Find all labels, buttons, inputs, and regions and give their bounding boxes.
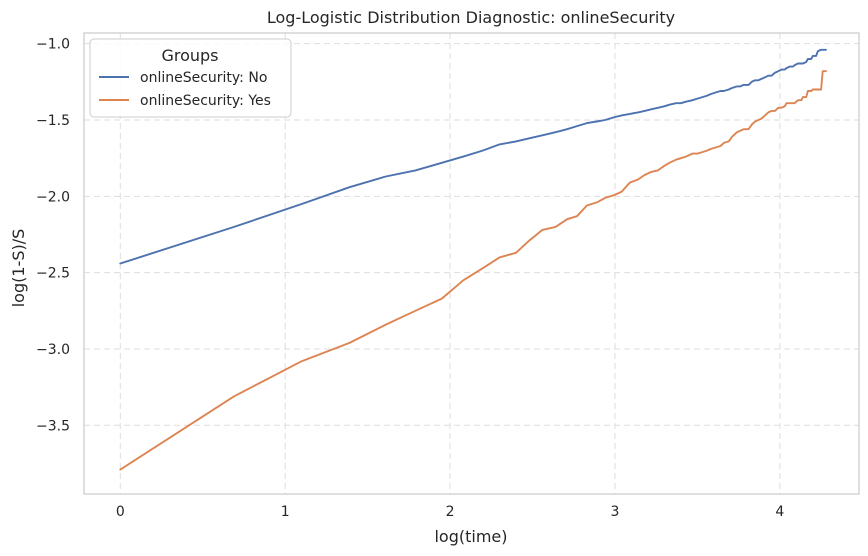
- x-axis-ticks: 0 1 2 3 4: [116, 504, 785, 520]
- y-tick-label: −2.0: [36, 189, 70, 205]
- y-tick-label: −3.5: [36, 418, 70, 434]
- x-tick-label: 3: [610, 504, 619, 520]
- x-tick-label: 1: [281, 504, 290, 520]
- legend-label-yes: onlineSecurity: Yes: [140, 93, 271, 109]
- y-axis-ticks: −3.5 −3.0 −2.5 −2.0 −1.5 −1.0: [36, 37, 70, 435]
- legend-box: [89, 38, 292, 118]
- x-axis-title: log(time): [434, 527, 507, 546]
- legend: Groups onlineSecurity: No onlineSecurity:…: [89, 38, 292, 118]
- y-tick-label: −1.5: [36, 113, 70, 129]
- chart-title: Log-Logistic Distribution Diagnostic: on…: [267, 8, 675, 27]
- x-tick-label: 0: [116, 504, 125, 520]
- legend-label-no: onlineSecurity: No: [140, 70, 267, 86]
- y-tick-label: −2.5: [36, 266, 70, 282]
- x-tick-label: 2: [446, 504, 455, 520]
- legend-title: Groups: [161, 46, 218, 65]
- plot-frame: [83, 32, 860, 495]
- y-tick-label: −3.0: [36, 342, 70, 358]
- series-line-no: [119, 48, 827, 265]
- y-tick-label: −1.0: [36, 37, 70, 53]
- x-tick-label: 4: [775, 504, 784, 520]
- series-line-yes: [119, 70, 827, 471]
- series-layer: [119, 48, 827, 471]
- y-axis-title: log(1-S)/S: [9, 229, 28, 308]
